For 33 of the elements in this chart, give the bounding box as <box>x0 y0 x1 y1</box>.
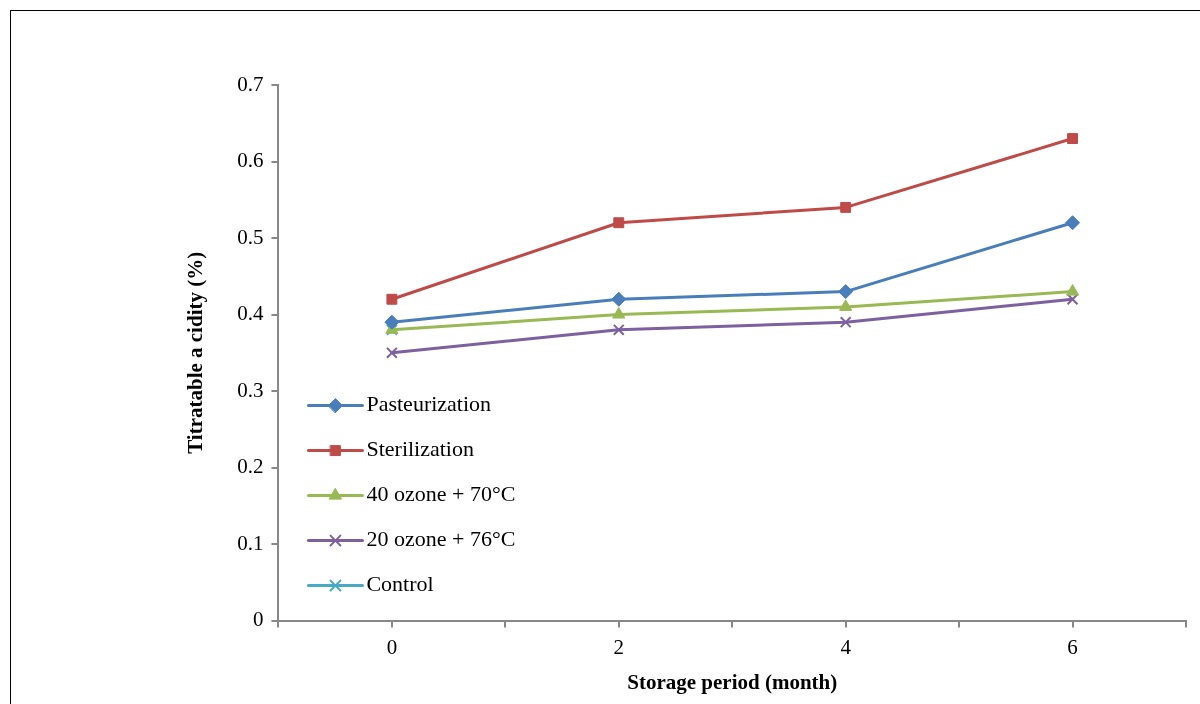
point <box>838 284 854 300</box>
point <box>385 346 398 359</box>
x-tick-label: 2 <box>613 634 625 659</box>
point <box>613 217 625 229</box>
legend-label: Pasteurization <box>366 391 492 417</box>
x-tick-label: 6 <box>1067 634 1078 659</box>
y-tick-label: 0.3 <box>237 377 264 402</box>
legend-label: 20 ozone + 76°C <box>366 526 516 552</box>
y-tick-label: 0.6 <box>237 148 264 173</box>
y-tick-label: 0.1 <box>237 530 264 555</box>
y-tick-label: 0 <box>252 607 264 632</box>
y-tick-label: 0.5 <box>237 224 264 249</box>
point <box>384 314 400 330</box>
x-tick-label: 0 <box>386 634 398 659</box>
point <box>840 201 852 213</box>
y-tick-label: 0.2 <box>237 454 264 479</box>
point <box>1065 284 1080 296</box>
point <box>612 307 626 319</box>
point <box>612 323 625 336</box>
point <box>386 293 398 305</box>
point <box>1067 133 1079 145</box>
point <box>839 299 853 311</box>
legend-label: Sterilization <box>366 436 474 462</box>
legend-label: 40 ozone + 70°C <box>366 481 516 507</box>
x-axis-title: Storage period (month) <box>627 669 838 694</box>
y-axis-title: Titratable a cidity (%) <box>183 251 208 454</box>
legend-label: Control <box>366 571 434 597</box>
point <box>611 291 627 307</box>
y-tick-label: 0.7 <box>237 71 264 96</box>
point <box>1065 215 1081 231</box>
point <box>839 316 852 329</box>
x-tick-label: 4 <box>840 634 852 659</box>
y-tick-label: 0.4 <box>237 301 264 326</box>
